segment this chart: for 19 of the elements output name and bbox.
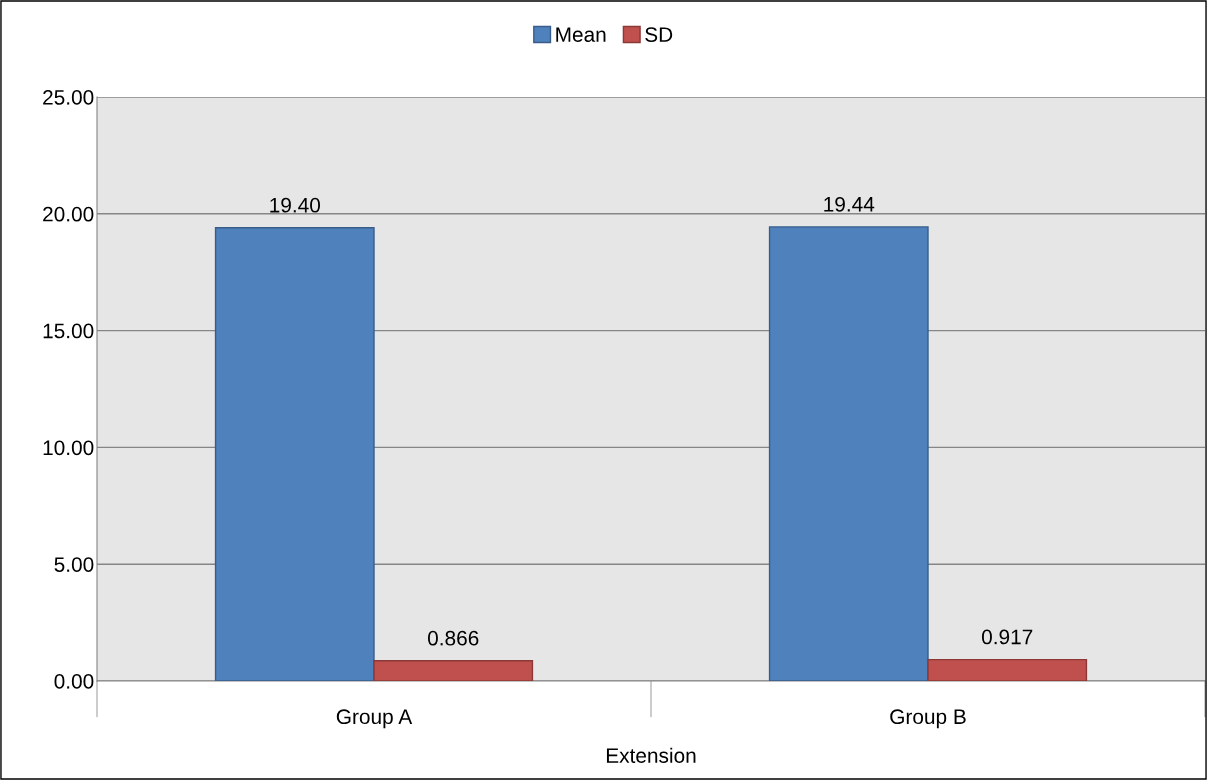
legend-label: SD bbox=[645, 27, 673, 42]
data-label: 19.44 bbox=[824, 196, 875, 212]
y-tick-label: 15.00 bbox=[43, 323, 94, 339]
x-axis-title: Extension bbox=[606, 747, 696, 763]
x-tick-label: Group A bbox=[336, 709, 413, 729]
y-tick-label: 5.00 bbox=[54, 557, 94, 572]
y-tick-label: 10.00 bbox=[43, 440, 94, 456]
y-tick-label: 0.00 bbox=[54, 674, 94, 689]
data-label: 0.917 bbox=[981, 629, 1033, 645]
bar bbox=[214, 227, 375, 681]
bar bbox=[927, 658, 1088, 681]
bar bbox=[373, 660, 534, 681]
y-tick-label: 20.00 bbox=[43, 206, 94, 222]
data-label: 19.40 bbox=[270, 197, 321, 213]
legend-label: Mean bbox=[556, 27, 606, 42]
x-tick-label: Group B bbox=[890, 709, 966, 729]
bar bbox=[768, 226, 929, 681]
y-tick-label: 25.00 bbox=[43, 90, 94, 105]
data-label: 0.866 bbox=[427, 630, 479, 646]
